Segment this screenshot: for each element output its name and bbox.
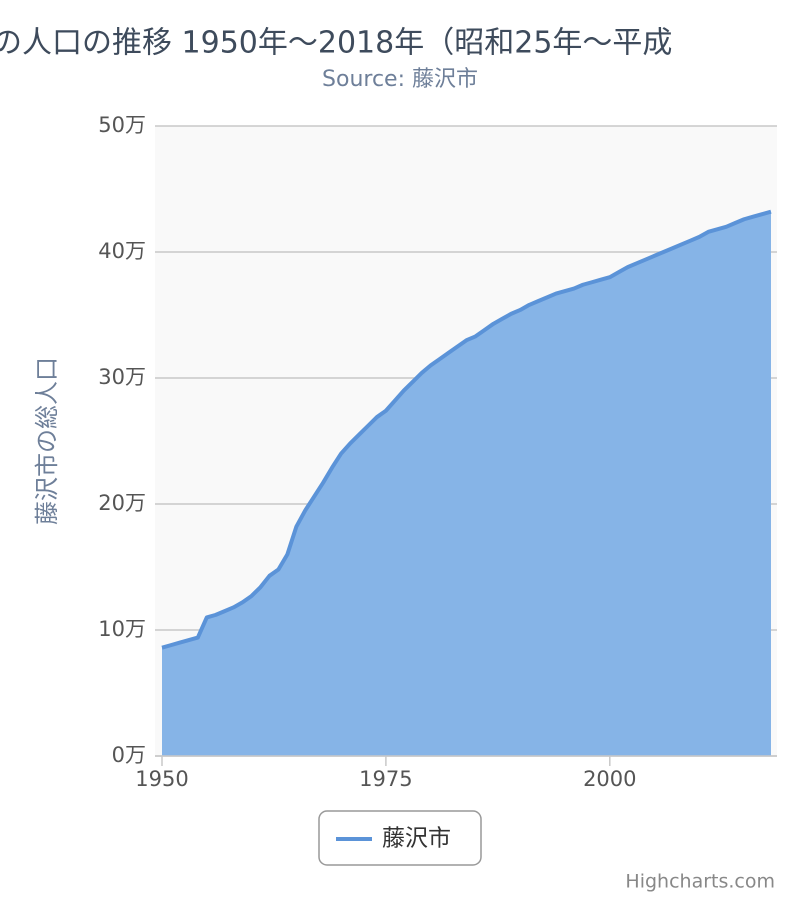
x-tick-label: 1950 — [135, 767, 188, 791]
y-tick-label: 30万 — [98, 365, 146, 389]
chart-title: の人口の推移 1950年～2018年（昭和25年～平成 — [0, 26, 672, 61]
y-tick-label: 0万 — [112, 743, 146, 767]
x-tick-label: 2000 — [583, 767, 636, 791]
y-tick-label: 20万 — [98, 491, 146, 515]
chart-subtitle: Source: 藤沢市 — [322, 67, 478, 92]
line — [161, 209, 772, 650]
legend-label[interactable]: 藤沢市 — [382, 826, 451, 852]
legend-box — [318, 810, 482, 866]
y-axis-title: 藤沢市の総人口 — [33, 357, 61, 525]
x-tick-label: 1975 — [359, 767, 412, 791]
area — [162, 211, 771, 756]
y-tick-label: 40万 — [98, 239, 146, 263]
y-tick-label: 10万 — [98, 617, 146, 641]
y-tick-label: 50万 — [98, 113, 146, 137]
credits[interactable]: Highcharts.com — [625, 871, 775, 893]
